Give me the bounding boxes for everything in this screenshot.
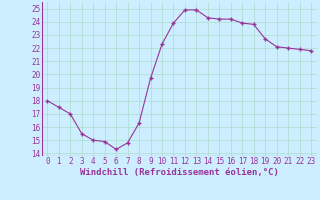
X-axis label: Windchill (Refroidissement éolien,°C): Windchill (Refroidissement éolien,°C) — [80, 168, 279, 177]
